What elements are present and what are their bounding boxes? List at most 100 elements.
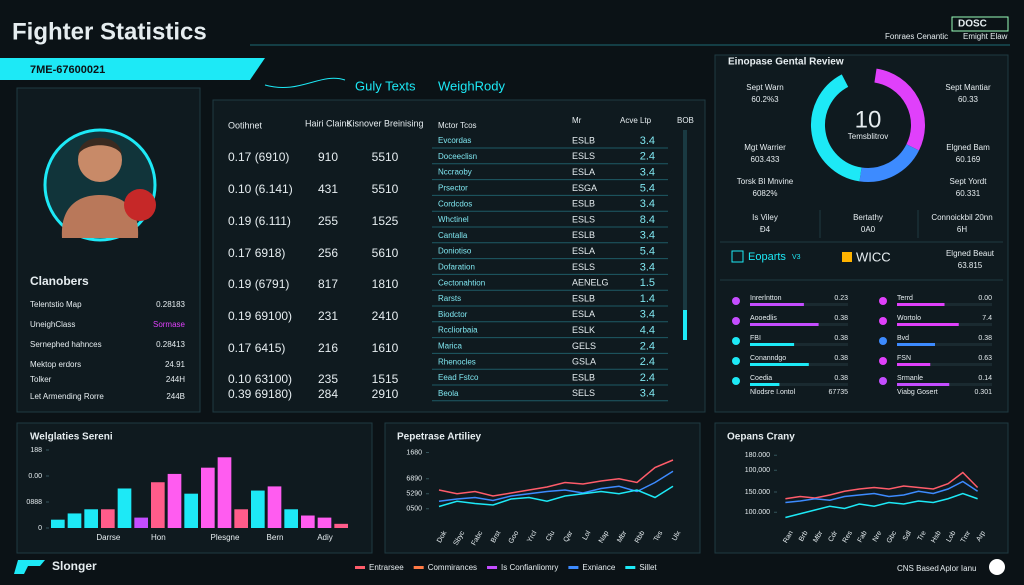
bar <box>67 513 82 528</box>
chart-title: Welglaties Sereni <box>30 432 113 443</box>
side-value: 2.4 <box>640 151 655 163</box>
side-name: Doniotiso <box>438 247 472 256</box>
review-label: Mgt Warrier <box>744 143 786 152</box>
side-value: 2.4 <box>640 356 655 368</box>
x-tick-label: Bern <box>267 533 284 542</box>
x-tick-label: Lol <box>582 530 593 542</box>
meter-value: 7.4 <box>982 315 992 322</box>
tab[interactable]: Guly Texts <box>355 78 416 93</box>
side-name: Marica <box>438 342 463 351</box>
review-label: Sept Mantiar <box>945 83 991 92</box>
meter-label: Terrd <box>897 295 913 302</box>
meter-label: Bvd <box>897 335 909 342</box>
table-header: Kisnover Breinising <box>346 118 423 128</box>
review-label: Elgned Bam <box>946 143 990 152</box>
table-cell: 231 <box>318 309 338 323</box>
meter-label: Wortolo <box>897 315 921 322</box>
meter-label: Inrerlntton <box>750 295 782 302</box>
avatar-body <box>61 195 139 238</box>
meter-label: FBI <box>750 335 761 342</box>
bar <box>317 517 332 528</box>
review-value: 6082% <box>753 189 778 198</box>
meter-icon <box>879 297 887 305</box>
meter-bar <box>750 343 795 346</box>
bar <box>217 457 232 528</box>
bar <box>84 509 98 528</box>
legend-label: Entrarsee <box>369 563 404 572</box>
bar <box>51 519 65 528</box>
bar <box>201 467 215 528</box>
meter-value: 67735 <box>829 389 849 396</box>
side-value: 3.4 <box>640 261 655 273</box>
meter-icon <box>732 297 740 305</box>
profile-value: 24.91 <box>165 360 186 369</box>
bar <box>284 509 298 528</box>
table-cell: 0.10 63100) <box>228 372 292 386</box>
table-cell: 5510 <box>372 150 399 164</box>
table-cell: 5610 <box>372 246 399 260</box>
meter-icon <box>879 357 887 365</box>
x-tick-label: Lob <box>946 530 958 544</box>
meter-track <box>897 363 992 366</box>
bar <box>117 488 132 528</box>
side-code: ESLB <box>572 135 595 145</box>
side-value: 8.4 <box>640 214 655 226</box>
avatar-glove <box>124 189 156 221</box>
profile-value: 244H <box>166 375 185 384</box>
meter-bar <box>750 323 819 326</box>
table-cell: 431 <box>318 182 338 196</box>
ring-label: Temsblitrov <box>848 132 888 141</box>
badge: Eoparts <box>748 251 786 263</box>
tab-swoosh <box>264 77 346 89</box>
meter-value: 0.23 <box>834 295 848 302</box>
badge-value: 63.815 <box>958 261 983 270</box>
meter-value: 0.38 <box>978 335 992 342</box>
profile-value: Sormase <box>153 320 186 329</box>
bar <box>184 493 198 528</box>
side-name: Prsector <box>438 184 468 193</box>
meter-value: 0.38 <box>834 375 848 382</box>
meter-label: Viabg Gosert <box>897 389 938 396</box>
side-code: ESLB <box>572 372 595 382</box>
side-code: ESLS <box>572 214 595 224</box>
x-tick-label: Darrse <box>96 533 121 542</box>
meter-label: FSN <box>897 355 911 362</box>
profile-label: Sernephed hahnces <box>30 340 102 349</box>
profile-label: Mektop erdors <box>30 360 81 369</box>
tab[interactable]: WeighRody <box>438 78 505 93</box>
stat-value: Ð4 <box>760 225 771 234</box>
logo: DOSC <box>958 19 987 30</box>
x-tick-label: Arp <box>975 530 987 543</box>
meter-value: 0.63 <box>978 355 992 362</box>
x-tick-label: Tes <box>653 530 665 543</box>
meter-track <box>897 343 992 346</box>
meter-value: 0.14 <box>978 375 992 382</box>
bar <box>151 482 165 528</box>
table-cell: 5510 <box>372 182 399 196</box>
review-value: 603.433 <box>751 155 780 164</box>
side-value: 3.4 <box>640 230 655 242</box>
y-tick-label: 150.000 <box>745 489 770 496</box>
meter-icon <box>879 337 887 345</box>
ring-segment <box>859 143 919 182</box>
side-value: 3.4 <box>640 309 655 321</box>
table-cell: 0.10 (6.141) <box>228 182 293 196</box>
meter-icon <box>732 357 740 365</box>
review-value: 60.331 <box>956 189 981 198</box>
table-cell: 0.19 (6791) <box>228 277 289 291</box>
stat-value: 0A0 <box>861 225 876 234</box>
chart-title: Pepetrase Artiliey <box>397 432 482 443</box>
side-value: 3.4 <box>640 167 655 179</box>
meter-value: 0.00 <box>978 295 992 302</box>
meter-icon <box>732 377 740 385</box>
table-header: Acve Ltp <box>620 116 652 125</box>
logo-box <box>951 16 1009 32</box>
stat-label: Connoickbil 20nn <box>931 213 992 222</box>
side-name: Rhenocles <box>438 357 476 366</box>
y-tick-label: 0500 <box>406 506 422 513</box>
table-header: BOB <box>677 116 694 125</box>
header-info: Fonraes Cenantic <box>885 32 948 41</box>
scrollbar-thumb[interactable] <box>683 310 687 340</box>
ring-segment <box>811 74 862 182</box>
